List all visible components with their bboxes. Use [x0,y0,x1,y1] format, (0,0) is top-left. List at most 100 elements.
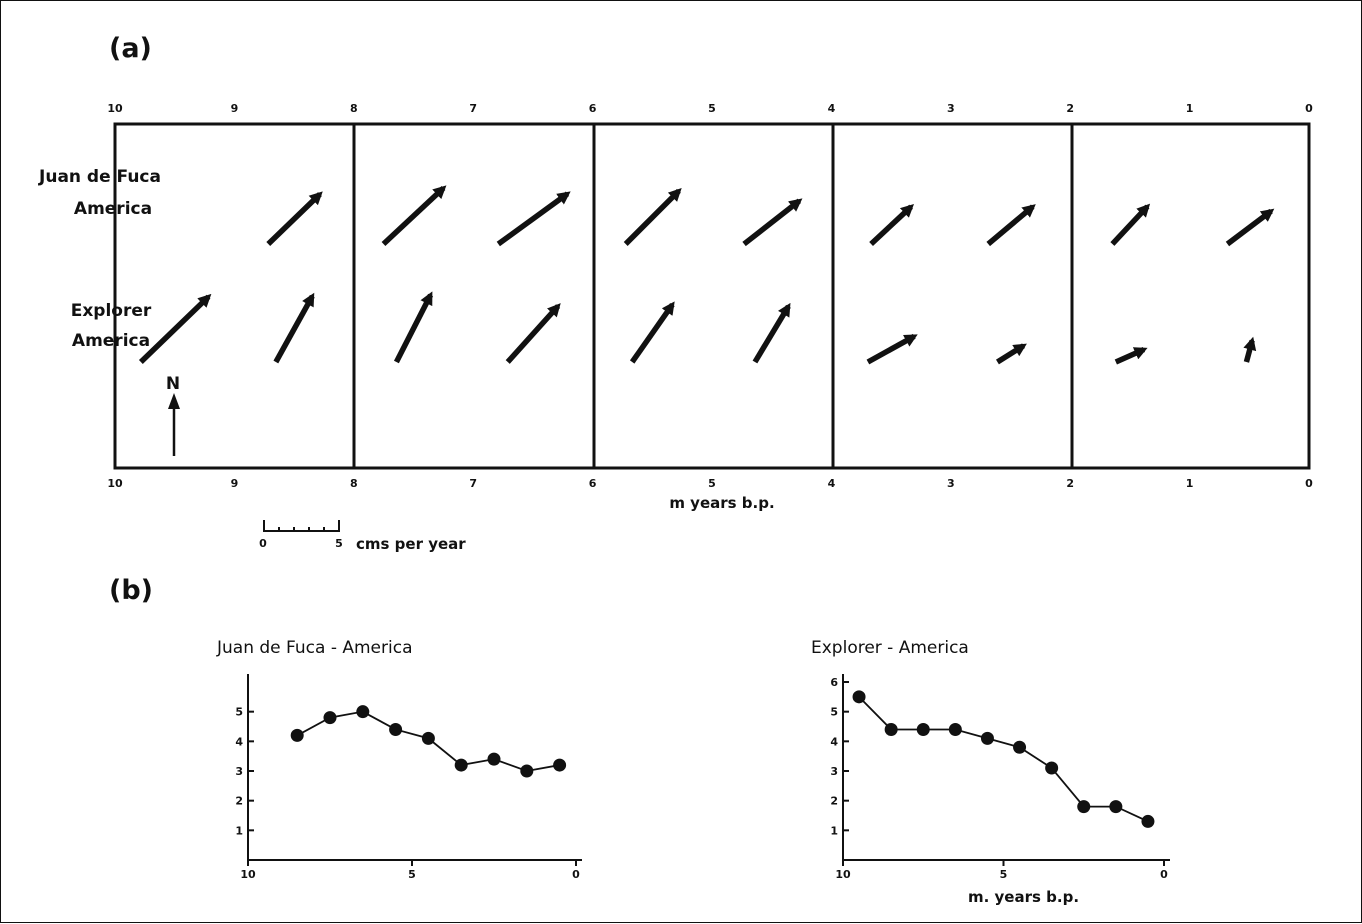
vector-arrow-explorer [866,333,918,365]
x-tick-label: 10 [835,868,851,881]
x-tick-label: 5 [408,868,416,881]
y-tick-label: 5 [235,706,243,719]
series-line [858,696,1149,823]
top-tick-label: 2 [1066,102,1074,115]
vector-arrow-juan-de-fuca [266,191,323,246]
x-tick-label: 0 [1160,868,1168,881]
row-label-jdf-1: Juan de Fuca [38,167,161,187]
top-tick-label: 7 [469,102,477,115]
vector-arrow-juan-de-fuca [986,204,1036,247]
y-tick-label: 1 [830,824,838,837]
bottom-tick-label: 4 [828,477,836,490]
north-arrow: N [166,374,180,456]
bottom-tick-label: 10 [107,477,123,490]
bottom-tick-label: 6 [589,477,597,490]
y-tick-label: 4 [830,735,838,748]
vector-arrow-juan-de-fuca [496,191,571,247]
bottom-tick-label: 7 [469,477,477,490]
scale-bar-ruler [263,520,340,532]
bottom-tick-label: 5 [708,477,716,490]
line-chart-axes [842,674,1170,861]
data-point [553,758,567,772]
data-point [852,690,866,704]
data-point [323,711,337,725]
bottom-tick-label: 9 [231,477,239,490]
top-tick-label: 8 [350,102,358,115]
top-tick-label: 1 [1186,102,1194,115]
bottom-tick-label: 8 [350,477,358,490]
top-tick-label: 6 [589,102,597,115]
data-point [421,731,435,745]
vector-arrow-explorer [1243,336,1257,363]
y-tick-label: 2 [830,795,838,808]
data-point [454,758,468,772]
scale-bar-max: 5 [335,537,343,550]
scale-bar-min: 0 [259,537,267,550]
bottom-axis-ticks: 10 9 8 7 6 5 4 3 2 1 0 [107,477,1313,490]
bottom-tick-label: 3 [947,477,955,490]
data-point [520,764,534,778]
data-point [290,728,304,742]
data-point [389,722,403,736]
x-tick-label: 0 [572,868,580,881]
top-tick-label: 0 [1305,102,1313,115]
data-point [980,731,994,745]
scale-bar: 0 5 cms per year [259,520,466,553]
x-tick-label: 10 [240,868,256,881]
y-tick-label: 6 [830,676,838,689]
vector-arrow-juan-de-fuca [869,203,915,247]
line-chart-xlabel: m. years b.p. [968,888,1079,906]
y-tick-label: 3 [830,765,838,778]
vector-arrow-explorer [752,302,791,364]
y-tick-label: 4 [235,735,243,748]
line-chart-title: Juan de Fuca - America [216,638,413,658]
y-tick-label: 2 [235,795,243,808]
data-point [487,752,501,766]
top-tick-label: 3 [947,102,955,115]
data-point [948,722,962,736]
bottom-tick-label: 1 [1186,477,1194,490]
vector-panel-frame [113,122,1311,470]
vector-arrow-explorer [995,343,1027,365]
vector-arrow-explorer [505,303,561,364]
vector-arrow-explorer [629,301,675,364]
row-label-explorer-1: Explorer [71,301,152,321]
vector-arrow-juan-de-fuca [742,198,803,247]
data-point [1077,800,1091,814]
x-tick-label: 5 [1000,868,1008,881]
data-point [1013,740,1027,754]
row-label-jdf-2: America [74,199,152,219]
top-axis-ticks: 10 9 8 7 6 5 4 3 2 1 0 [107,102,1313,115]
data-point [916,722,930,736]
top-tick-label: 5 [708,102,716,115]
vector-arrow-explorer [138,293,212,364]
panel-a-label: (a) [109,33,152,64]
row-label-explorer-2: America [72,331,150,351]
bottom-tick-label: 2 [1066,477,1074,490]
vector-arrow-juan-de-fuca [1110,203,1151,246]
vector-arrow-explorer [393,291,434,364]
y-tick-label: 5 [830,706,838,719]
vector-arrow-explorer [1114,346,1148,365]
top-tick-label: 4 [828,102,836,115]
data-point [1109,800,1123,814]
bottom-tick-label: 0 [1305,477,1313,490]
vector-arrow-juan-de-fuca [1225,208,1275,247]
scale-bar-unit: cms per year [356,535,466,553]
line-chart-juan-de-fuca: Juan de Fuca - America 1 2 3 4 5 10 5 0 [216,638,582,881]
data-point [1045,761,1059,775]
line-chart-explorer: Explorer - America 1 2 3 4 5 6 10 5 0 m. years b.p… [811,638,1170,906]
panel-a-xlabel: m years b.p. [669,494,774,512]
top-tick-label: 9 [231,102,239,115]
y-tick-label: 3 [235,765,243,778]
line-chart-title: Explorer - America [811,638,969,658]
data-point [1141,814,1155,828]
north-label: N [166,374,180,394]
vector-arrow-juan-de-fuca [381,185,447,247]
data-point [884,722,898,736]
vector-arrow-explorer [273,292,315,364]
y-tick-label: 1 [235,824,243,837]
vector-arrow-juan-de-fuca [623,187,682,246]
